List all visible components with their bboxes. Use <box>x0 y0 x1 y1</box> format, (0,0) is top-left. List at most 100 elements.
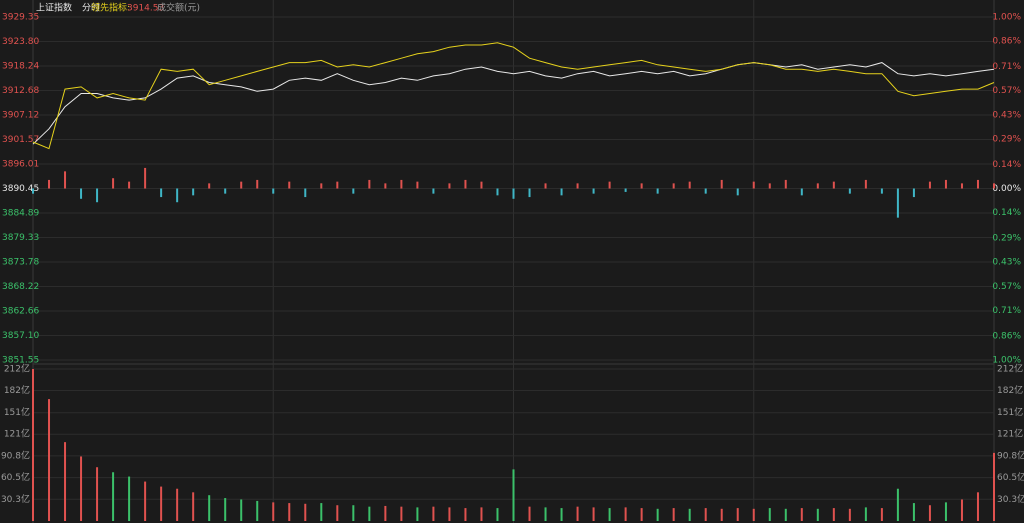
breadth-bar <box>640 183 643 189</box>
volume-bar <box>848 508 851 521</box>
breadth-bar <box>592 188 595 194</box>
breadth-bar <box>993 183 995 189</box>
volume-bar <box>720 508 723 521</box>
y2-tick-label: 90.8亿 <box>997 449 1024 461</box>
volume-bar <box>416 507 419 521</box>
volume-bar <box>208 495 211 521</box>
y-tick-label: 3896.01 <box>2 159 39 169</box>
breadth-bar <box>496 188 499 196</box>
y2-tick-label: 121亿 <box>997 428 1023 440</box>
breadth-bar <box>752 181 755 189</box>
volume-bar <box>128 476 131 521</box>
y-tick-label: 182亿 <box>4 384 30 396</box>
breadth-bar <box>768 183 771 189</box>
volume-bar <box>944 502 947 521</box>
volume-bar <box>112 472 115 521</box>
y2-tick-label: 0.43% <box>992 258 1021 268</box>
mode-label: 分时 <box>82 2 100 14</box>
volume-bar <box>752 508 755 521</box>
breadth-bar <box>400 179 403 189</box>
volume-bar <box>912 503 915 521</box>
y2-tick-label: 0.71% <box>992 62 1021 72</box>
breadth-bar <box>64 171 67 189</box>
volume-bar <box>48 399 51 521</box>
volume-bar <box>928 505 931 521</box>
y2-tick-label: 0.14% <box>992 160 1021 170</box>
volume-bar <box>160 486 163 521</box>
volume-bar <box>80 456 83 521</box>
volume-bar <box>896 488 899 521</box>
volume-bar <box>320 503 323 521</box>
volume-bar <box>640 508 643 521</box>
y2-tick-label: 0.29% <box>992 234 1021 244</box>
volume-bar <box>976 492 979 521</box>
breadth-bar <box>816 183 819 189</box>
y2-tick-label: 0.86% <box>992 37 1021 47</box>
volume-bar <box>864 507 867 521</box>
volume-bar <box>768 508 771 521</box>
breadth-bar <box>256 179 259 189</box>
breadth-bar <box>80 188 83 199</box>
y2-tick-label: 1.00% <box>992 356 1021 366</box>
price-line <box>32 62 995 145</box>
y-tick-label: 3851.55 <box>2 356 39 366</box>
volume-bar <box>800 508 803 521</box>
breadth-bar <box>416 181 419 189</box>
volume-bar <box>304 503 307 521</box>
breadth-bar <box>352 188 355 194</box>
breadth-bar <box>336 181 339 189</box>
y2-tick-label: 0.71% <box>992 306 1021 316</box>
y2-tick-label: 151亿 <box>997 406 1023 418</box>
y-tick-label: 121亿 <box>4 428 30 440</box>
volume-bar <box>464 508 467 521</box>
volume-bar <box>816 508 819 521</box>
y-tick-label: 151亿 <box>4 406 30 418</box>
y2-tick-label: 182亿 <box>997 384 1023 396</box>
breadth-bar <box>32 188 34 194</box>
breadth-bar <box>560 188 563 196</box>
y-tick-label: 3918.24 <box>2 61 39 71</box>
y2-tick-label: 0.57% <box>992 86 1021 96</box>
breadth-bar <box>432 188 435 194</box>
breadth-bar <box>448 183 451 189</box>
breadth-bar <box>544 183 547 189</box>
volume-bar <box>528 506 531 521</box>
breadth-bar <box>832 181 835 189</box>
y-tick-label: 3923.80 <box>2 37 39 47</box>
volume-bar <box>592 507 595 521</box>
volume-bar <box>704 508 707 521</box>
breadth-bar <box>672 183 675 189</box>
y2-tick-label: 60.5亿 <box>997 471 1024 483</box>
y-tick-label: 3912.68 <box>2 86 39 96</box>
y2-tick-label: 0.14% <box>992 208 1021 218</box>
index-name: 上证指数 <box>36 2 72 14</box>
breadth-bar <box>368 179 371 189</box>
y-tick-label: 3929.35 <box>2 13 39 23</box>
y-tick-label: 3879.33 <box>2 233 39 243</box>
breadth-bar <box>176 188 179 203</box>
breadth-bar <box>720 179 723 189</box>
y-tick-label: 3873.78 <box>2 257 39 267</box>
breadth-bar <box>208 183 211 189</box>
volume-bar <box>64 442 67 521</box>
volume-bar <box>176 488 179 521</box>
y-tick-label: 3868.22 <box>2 282 39 292</box>
breadth-bar <box>976 179 979 189</box>
volume-bar <box>880 508 883 521</box>
breadth-bar <box>608 181 611 189</box>
breadth-bar <box>160 188 163 198</box>
breadth-bar <box>928 181 931 189</box>
breadth-bar <box>240 181 243 189</box>
volume-bar <box>496 508 499 521</box>
breadth-bar <box>784 179 787 189</box>
breadth-bar <box>800 188 803 196</box>
volume-bar <box>400 506 403 521</box>
breadth-bar <box>912 188 915 198</box>
volume-bar <box>960 499 963 521</box>
volume-bar <box>432 506 435 521</box>
y-tick-label: 3907.12 <box>2 111 39 121</box>
breadth-bar <box>192 188 195 196</box>
breadth-bar <box>480 181 483 189</box>
y-tick-label: 3901.57 <box>2 135 39 145</box>
volume-bar <box>608 508 611 521</box>
